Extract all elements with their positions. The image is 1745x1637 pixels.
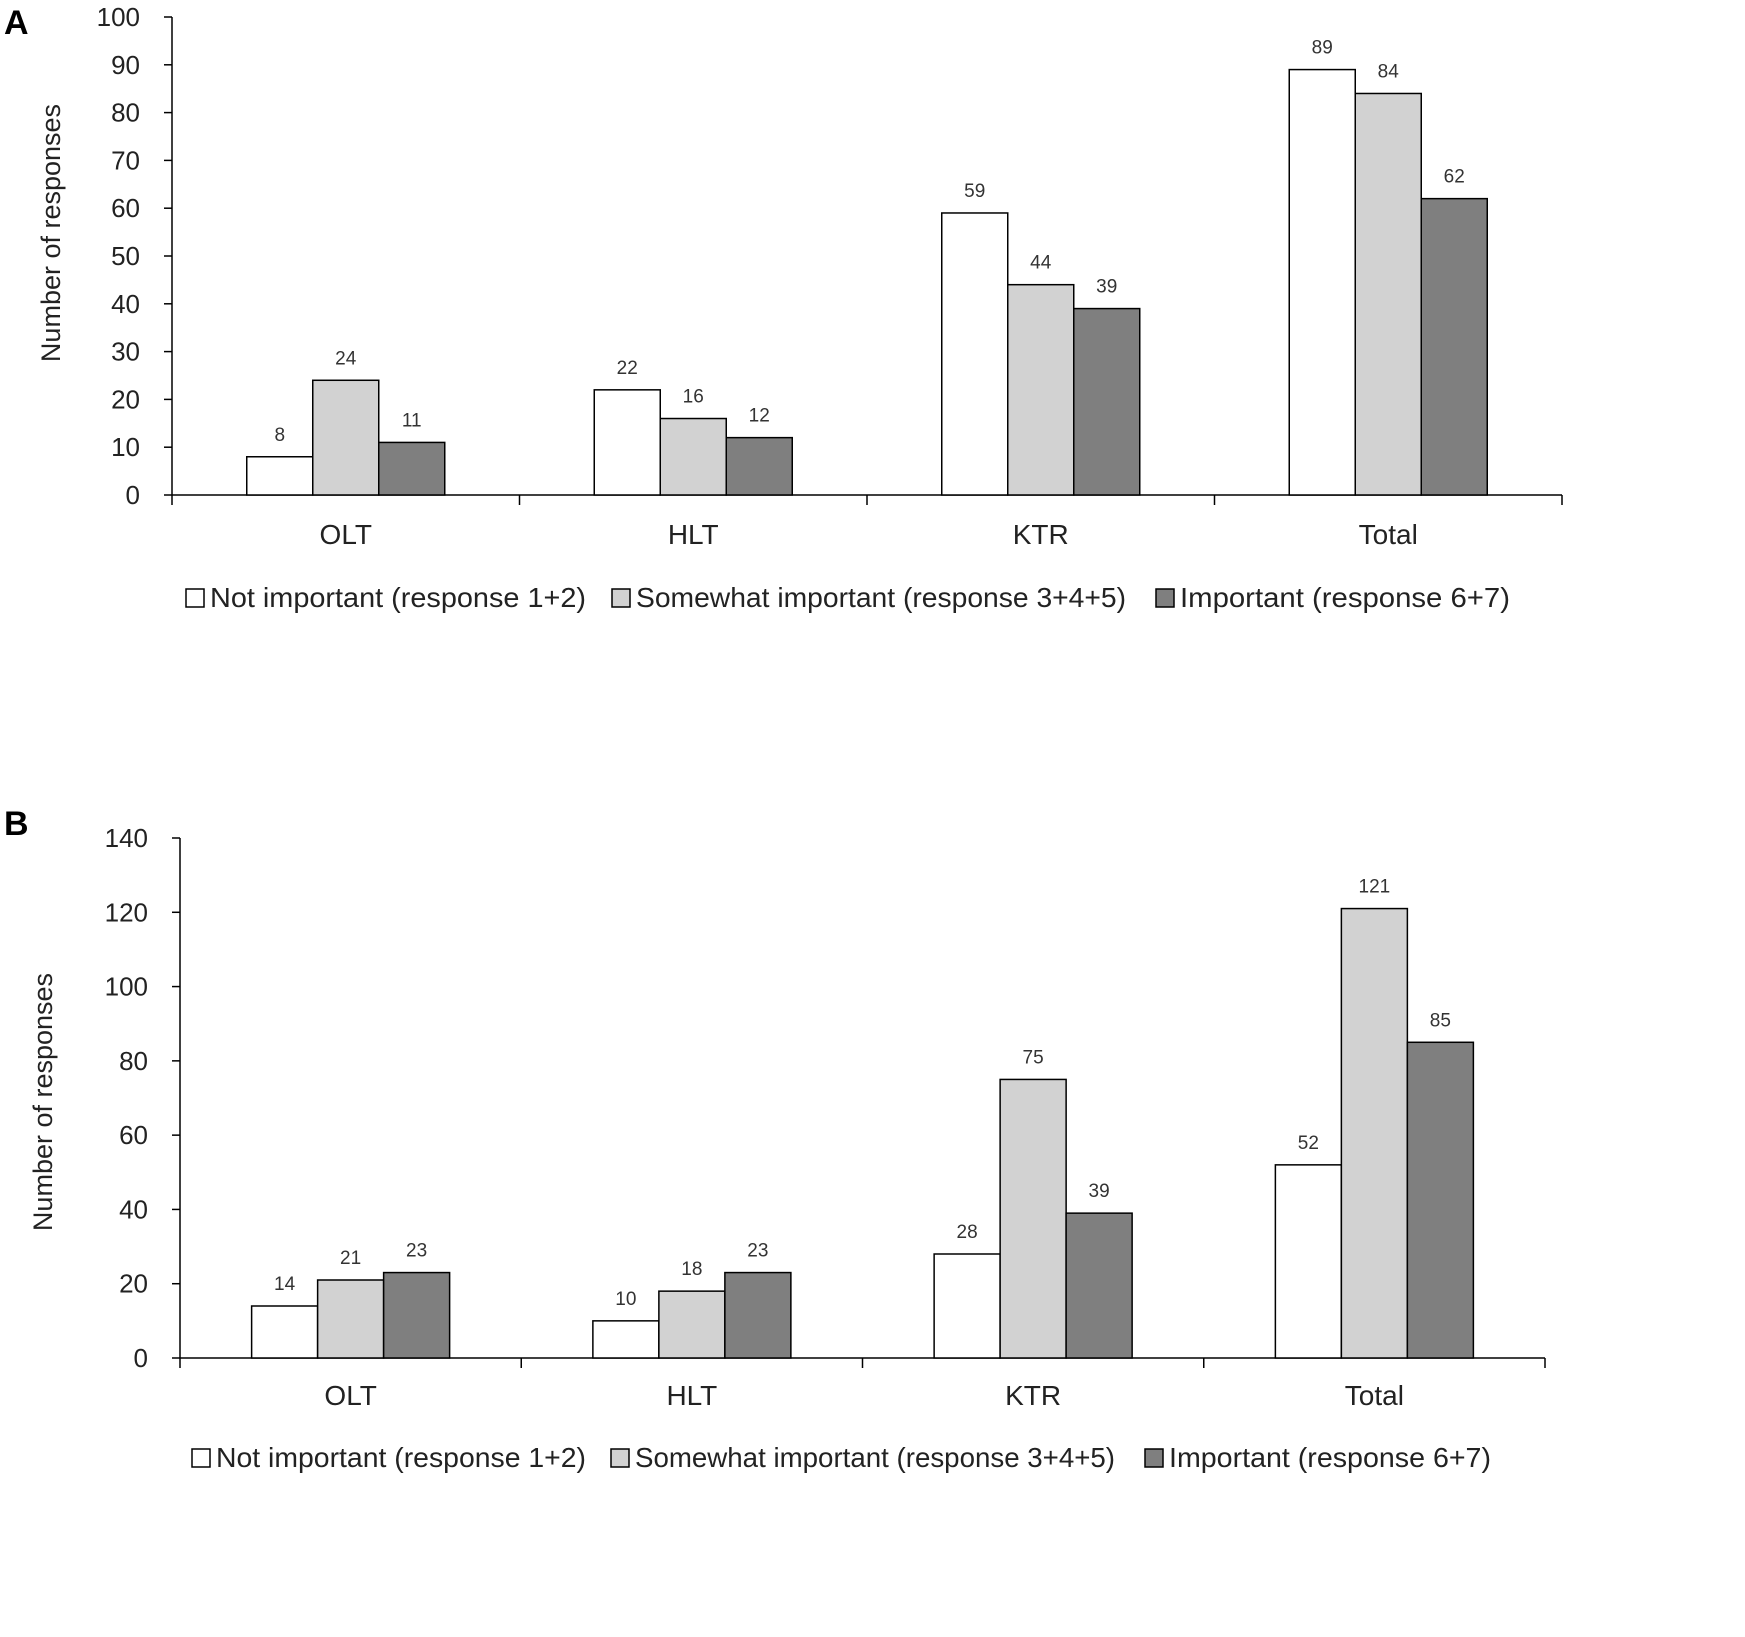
bar-somewhat-important-total [1354,92,1422,496]
legend-swatch-important [1144,1448,1164,1468]
bar-somewhat-important-ktr [999,1078,1067,1359]
data-label: 89 [1312,38,1333,59]
data-label: 44 [1030,253,1052,274]
bar-important-hlt [724,1271,792,1359]
bar-not-important-total [1288,68,1356,496]
panel-label-a: A [4,4,29,42]
data-label: 16 [683,387,704,408]
bar-important-hlt [725,436,793,496]
data-label: 52 [1298,1133,1319,1154]
y-tick-label: 70 [111,145,140,175]
x-category-label: KTR [1013,519,1069,550]
bar-not-important-ktr [941,212,1009,496]
legend-a: Not important (response 1+2) Somewhat imp… [185,582,1510,613]
data-label: 59 [964,181,985,202]
bar-not-important-ktr [933,1253,1001,1359]
x-category-label: OLT [324,1380,376,1411]
panel-label-b: B [4,805,29,843]
bar-important-olt [378,441,446,496]
y-axis-title: Number of responses [36,104,66,362]
bar-not-important-olt [246,456,314,496]
x-category-label: Total [1345,1380,1404,1411]
legend-swatch-not-important [185,588,205,608]
data-label: 39 [1096,277,1117,298]
legend-swatch-somewhat-important [610,1448,630,1468]
y-tick-label: 60 [119,1120,148,1150]
x-category-label: OLT [320,519,372,550]
data-label: 84 [1378,61,1400,82]
data-label: 18 [681,1259,702,1280]
y-tick-label: 140 [105,823,148,853]
y-tick-label: 60 [111,193,140,223]
bar-somewhat-important-olt [316,1279,385,1359]
legend-swatch-important [1155,588,1175,608]
data-label: 10 [615,1289,636,1310]
data-label: 14 [274,1274,296,1295]
legend-b: Not important (response 1+2) Somewhat imp… [191,1442,1491,1473]
legend-label-somewhat-important: Somewhat important (response 3+4+5) [635,1442,1115,1473]
data-label: 23 [406,1241,427,1262]
bar-somewhat-important-hlt [658,1290,726,1359]
legend-swatch-not-important [191,1448,211,1468]
legend-label-somewhat-important: Somewhat important (response 3+4+5) [636,582,1126,613]
data-label: 21 [340,1248,361,1269]
data-label: 12 [749,406,770,427]
bar-chart-b: 0 20 40 60 80 100 120 140 14 21 23 OLT 10 18 23 HLT 28 75… [28,823,1546,1473]
y-tick-label: 100 [105,972,148,1002]
data-label: 8 [274,425,285,446]
bar-important-olt [382,1271,451,1359]
data-label: 11 [402,410,422,431]
y-tick-label: 120 [105,897,148,927]
bar-important-ktr [1073,307,1141,496]
y-tick-label: 40 [119,1194,148,1224]
y-tick-label: 100 [97,2,140,32]
y-tick-label: 90 [111,50,140,80]
x-category-label: HLT [666,1380,717,1411]
data-label: 24 [335,348,357,369]
y-tick-label: 20 [119,1269,148,1299]
x-category-label: HLT [668,519,719,550]
data-label: 75 [1023,1047,1044,1068]
bar-somewhat-important-total [1340,907,1409,1359]
y-axis-title: Number of responses [28,973,58,1231]
bar-somewhat-important-ktr [1007,283,1075,496]
bar-important-total [1406,1041,1475,1359]
y-tick-label: 80 [119,1046,148,1076]
data-label: 23 [747,1241,768,1262]
x-category-label: Total [1359,519,1418,550]
data-label: 62 [1444,167,1465,188]
data-label: 85 [1430,1010,1451,1031]
bar-somewhat-important-hlt [659,417,727,496]
y-tick-label: 40 [111,289,140,319]
bar-important-total [1420,197,1488,496]
y-tick-label: 30 [111,337,140,367]
y-tick-label: 80 [111,98,140,128]
legend-label-not-important: Not important (response 1+2) [216,1442,586,1473]
bar-important-ktr [1065,1212,1133,1359]
data-label: 28 [957,1222,978,1243]
bar-not-important-hlt [592,1320,660,1359]
legend-label-not-important: Not important (response 1+2) [210,582,586,613]
bar-not-important-olt [250,1305,319,1359]
bar-chart-a: 0 10 20 30 40 50 60 70 80 90 100 8 24 11 OLT 22 16 12 HLT 5… [36,2,1563,613]
data-label: 39 [1089,1181,1110,1202]
data-label: 22 [617,358,638,379]
legend-label-important: Important (response 6+7) [1180,582,1510,613]
y-tick-label: 0 [134,1343,148,1373]
legend-swatch-somewhat-important [611,588,631,608]
legend-label-important: Important (response 6+7) [1169,1442,1491,1473]
bar-not-important-hlt [593,389,661,496]
y-tick-label: 20 [111,384,140,414]
x-category-label: KTR [1005,1380,1061,1411]
y-tick-label: 10 [111,432,140,462]
y-tick-label: 50 [111,241,140,271]
y-tick-label: 0 [126,480,140,510]
bar-somewhat-important-olt [312,379,380,496]
data-label: 121 [1359,877,1391,898]
bar-not-important-total [1274,1164,1343,1359]
